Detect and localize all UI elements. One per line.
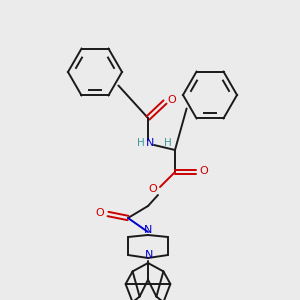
Text: N: N [146,138,154,148]
Text: N: N [144,225,152,235]
Text: O: O [148,184,158,194]
Text: O: O [200,166,208,176]
Text: O: O [96,208,104,218]
Text: H: H [164,138,172,148]
Text: N: N [145,250,153,260]
Text: O: O [168,95,176,105]
Text: H: H [137,138,145,148]
